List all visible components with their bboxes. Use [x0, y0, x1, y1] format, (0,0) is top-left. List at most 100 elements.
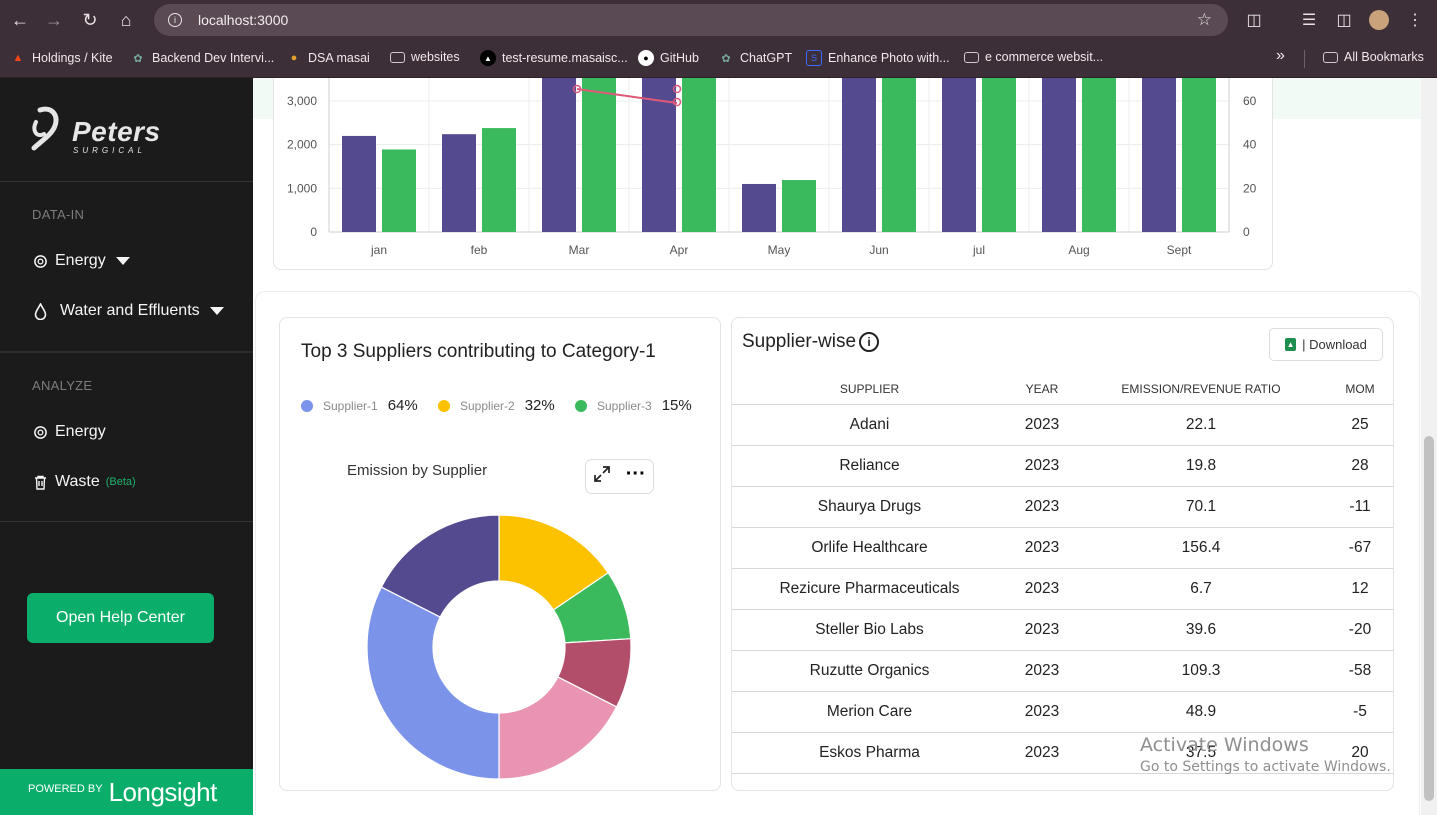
monthly-bar-chart[interactable]: 0 1,000 2,000 3,000 0 20 40 60 jan feb Mar Apr May Ju…: [274, 78, 1274, 271]
table-row[interactable]: Reliance 2023 19.8 28: [732, 445, 1393, 487]
bar-Sept-series-1[interactable]: [1142, 78, 1176, 232]
scrollbar-thumb[interactable]: [1424, 436, 1434, 801]
site-info-icon[interactable]: i: [168, 13, 182, 27]
sidebar-item-label: Water and Effluents: [60, 302, 200, 319]
bar-Mar-series-2[interactable]: [582, 78, 616, 232]
bookmark-all[interactable]: All Bookmarks: [1323, 50, 1424, 64]
x-tick-label: Sept: [1167, 243, 1192, 257]
bar-Apr-series-2[interactable]: [682, 78, 716, 232]
bar-Mar-series-1[interactable]: [542, 78, 576, 232]
address-bar[interactable]: i localhost:3000 ☆: [154, 4, 1228, 36]
profile-avatar[interactable]: [1367, 8, 1391, 32]
line-point[interactable]: [572, 84, 582, 94]
bookmark-github[interactable]: ● GitHub: [638, 50, 699, 66]
sidebar-item-water[interactable]: Water and Effluents: [32, 302, 224, 320]
donut-slice-6[interactable]: [380, 514, 500, 618]
side-panel-icon[interactable]: ◫: [1336, 12, 1352, 29]
more-options-icon[interactable]: ···: [625, 462, 646, 485]
donut-slice-4[interactable]: [498, 676, 618, 780]
bar-Sept-series-2[interactable]: [1182, 78, 1216, 232]
bar-Apr-series-1[interactable]: [642, 78, 676, 232]
bookmark-enhance[interactable]: S Enhance Photo with...: [806, 50, 950, 66]
bar-jan-series-1[interactable]: [342, 135, 376, 232]
sidebar-item-analyze-energy[interactable]: Energy: [32, 423, 106, 441]
expand-icon[interactable]: [593, 465, 611, 488]
reload-icon[interactable]: ↻: [82, 9, 98, 30]
bookmark-test-resume[interactable]: ▲ test-resume.masaisc...: [480, 50, 628, 66]
open-help-center-button[interactable]: Open Help Center: [27, 593, 214, 643]
bookmark-holdings[interactable]: ▲ Holdings / Kite: [10, 50, 113, 66]
column-header[interactable]: EMISSION/REVENUE RATIO: [1077, 374, 1325, 405]
legend-dot: [438, 399, 450, 412]
caret-down-icon[interactable]: [209, 307, 224, 315]
line-point[interactable]: [672, 84, 682, 94]
y2-tick-label: 60: [1243, 94, 1257, 108]
column-header[interactable]: MOM: [1325, 374, 1393, 405]
supplier-wise-title: Supplier-wise i: [742, 331, 880, 353]
bar-Aug-series-1[interactable]: [1042, 78, 1076, 232]
bar-Aug-series-2[interactable]: [1082, 78, 1116, 232]
bar-Jun-series-2[interactable]: [882, 78, 916, 232]
legend-label: Supplier-3: [597, 398, 652, 413]
monthly-emission-chart-card: 0 1,000 2,000 3,000 0 20 40 60 jan feb Mar Apr May Ju…: [273, 78, 1273, 270]
bookmark-backend[interactable]: ✿ Backend Dev Intervi...: [130, 50, 274, 66]
bookmark-star-icon[interactable]: ☆: [1196, 10, 1212, 29]
bar-Jun-series-1[interactable]: [842, 78, 876, 232]
legend-supplier-3[interactable]: Supplier-3 15%: [575, 397, 692, 414]
media-icon[interactable]: ☰: [1301, 12, 1317, 29]
table-row[interactable]: Merion Care 2023 48.9 -5: [732, 691, 1393, 733]
y2-tick-label: 40: [1243, 138, 1257, 152]
main-content: 0 1,000 2,000 3,000 0 20 40 60 jan feb Mar Apr May Ju…: [253, 78, 1421, 815]
donut-slice-5[interactable]: [366, 586, 500, 780]
page-scrollbar[interactable]: [1421, 78, 1437, 815]
table-row[interactable]: Eskos Pharma 2023 37.5 20: [732, 732, 1393, 774]
bar-jul-series-2[interactable]: [982, 78, 1016, 232]
bar-jul-series-1[interactable]: [942, 78, 976, 232]
activate-windows-subtitle: Go to Settings to activate Windows.: [1140, 759, 1391, 775]
bar-jan-series-2[interactable]: [382, 149, 416, 232]
table-row[interactable]: Adani 2023 22.1 25: [732, 404, 1393, 446]
bookmark-ecommerce[interactable]: e commerce websit...: [964, 50, 1103, 64]
bar-May-series-2[interactable]: [782, 180, 816, 232]
sidebar-divider: [0, 351, 253, 353]
extensions-icon[interactable]: ◫: [1246, 12, 1262, 29]
legend-supplier-1[interactable]: Supplier-1 64%: [301, 397, 418, 414]
caret-down-icon[interactable]: [115, 257, 130, 265]
bookmarks-overflow-icon[interactable]: »: [1276, 47, 1285, 64]
column-header[interactable]: YEAR: [1007, 374, 1077, 405]
trash-icon: [32, 474, 48, 490]
back-icon[interactable]: ←: [11, 9, 29, 30]
bookmark-dsa[interactable]: ● DSA masai: [286, 50, 370, 66]
home-icon[interactable]: ⌂: [120, 9, 132, 30]
info-icon[interactable]: i: [859, 332, 880, 352]
table-row[interactable]: Shaurya Drugs 2023 70.1 -11: [732, 486, 1393, 528]
sidebar-item-waste[interactable]: Waste (Beta): [32, 473, 136, 491]
year-cell: 2023: [1007, 486, 1077, 528]
bar-May-series-1[interactable]: [742, 183, 776, 232]
legend-supplier-2[interactable]: Supplier-2 32%: [438, 397, 555, 414]
menu-kebab-icon[interactable]: ⋮: [1407, 12, 1423, 29]
ratio-cell: 37.5: [1077, 732, 1325, 774]
table-row[interactable]: Ruzutte Organics 2023 109.3 -58: [732, 650, 1393, 692]
ratio-cell: 48.9: [1077, 691, 1325, 733]
table-row[interactable]: Rezicure Pharmaceuticals 2023 6.7 12: [732, 568, 1393, 610]
folder-icon: [390, 51, 405, 63]
logo-mark-icon: [31, 106, 59, 151]
peters-surgical-logo[interactable]: Peters SURGICAL: [30, 104, 170, 158]
table-row[interactable]: Steller Bio Labs 2023 39.6 -20: [732, 609, 1393, 651]
bookmark-chatgpt[interactable]: ✿ ChatGPT: [718, 50, 792, 66]
line-point[interactable]: [672, 97, 682, 107]
logo-subtitle: SURGICAL: [73, 146, 146, 155]
bookmark-websites[interactable]: websites: [390, 50, 460, 64]
sidebar-item-data-in-energy[interactable]: Energy: [32, 252, 130, 270]
table-row[interactable]: Orlife Healthcare 2023 156.4 -67: [732, 527, 1393, 569]
legend-pct: 15%: [661, 397, 692, 414]
bar-feb-series-2[interactable]: [482, 128, 516, 232]
download-button[interactable]: ▲ | Download: [1269, 328, 1383, 361]
github-icon: ●: [638, 50, 654, 66]
bar-feb-series-1[interactable]: [442, 134, 476, 232]
ratio-cell: 22.1: [1077, 404, 1325, 446]
forward-icon[interactable]: →: [45, 9, 63, 30]
water-drop-icon: [32, 302, 48, 320]
column-header[interactable]: SUPPLIER: [732, 374, 1007, 405]
